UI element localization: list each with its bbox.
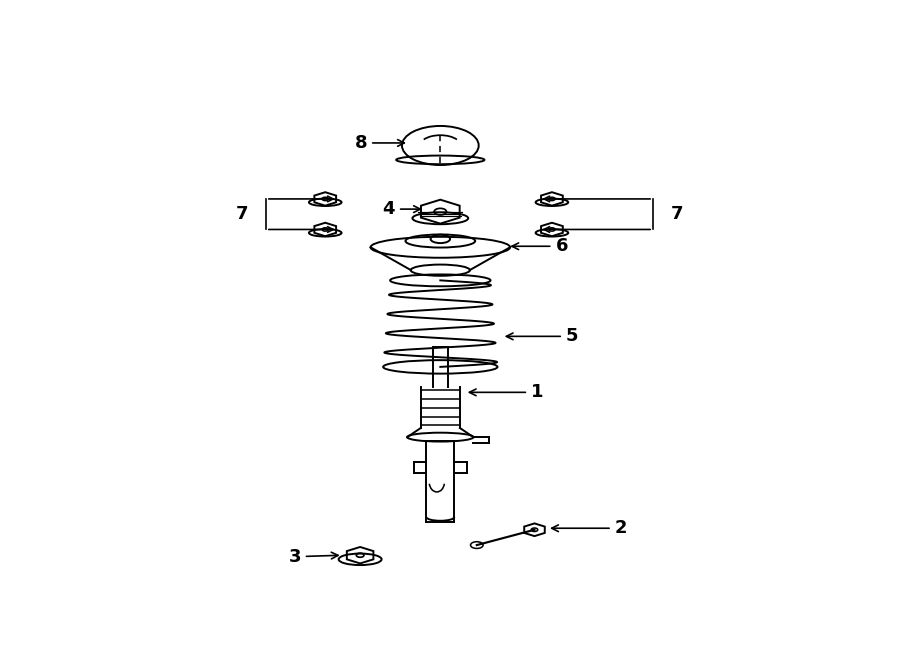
Text: 4: 4 bbox=[382, 200, 420, 218]
Text: 1: 1 bbox=[470, 383, 544, 401]
Text: 3: 3 bbox=[288, 548, 338, 566]
Text: 7: 7 bbox=[670, 205, 683, 223]
Text: 7: 7 bbox=[236, 205, 248, 223]
Text: 6: 6 bbox=[512, 237, 568, 255]
Text: 8: 8 bbox=[355, 134, 404, 152]
Text: 2: 2 bbox=[552, 520, 627, 537]
Text: 5: 5 bbox=[507, 327, 579, 345]
